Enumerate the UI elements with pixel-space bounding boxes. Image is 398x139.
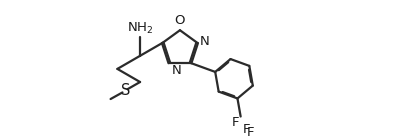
Text: NH$_2$: NH$_2$ <box>127 20 153 36</box>
Text: F: F <box>246 126 254 139</box>
Text: F: F <box>231 116 239 129</box>
Text: F: F <box>243 123 250 136</box>
Text: N: N <box>172 64 181 77</box>
Text: N: N <box>200 35 210 48</box>
Text: S: S <box>121 83 130 98</box>
Text: O: O <box>175 14 185 27</box>
